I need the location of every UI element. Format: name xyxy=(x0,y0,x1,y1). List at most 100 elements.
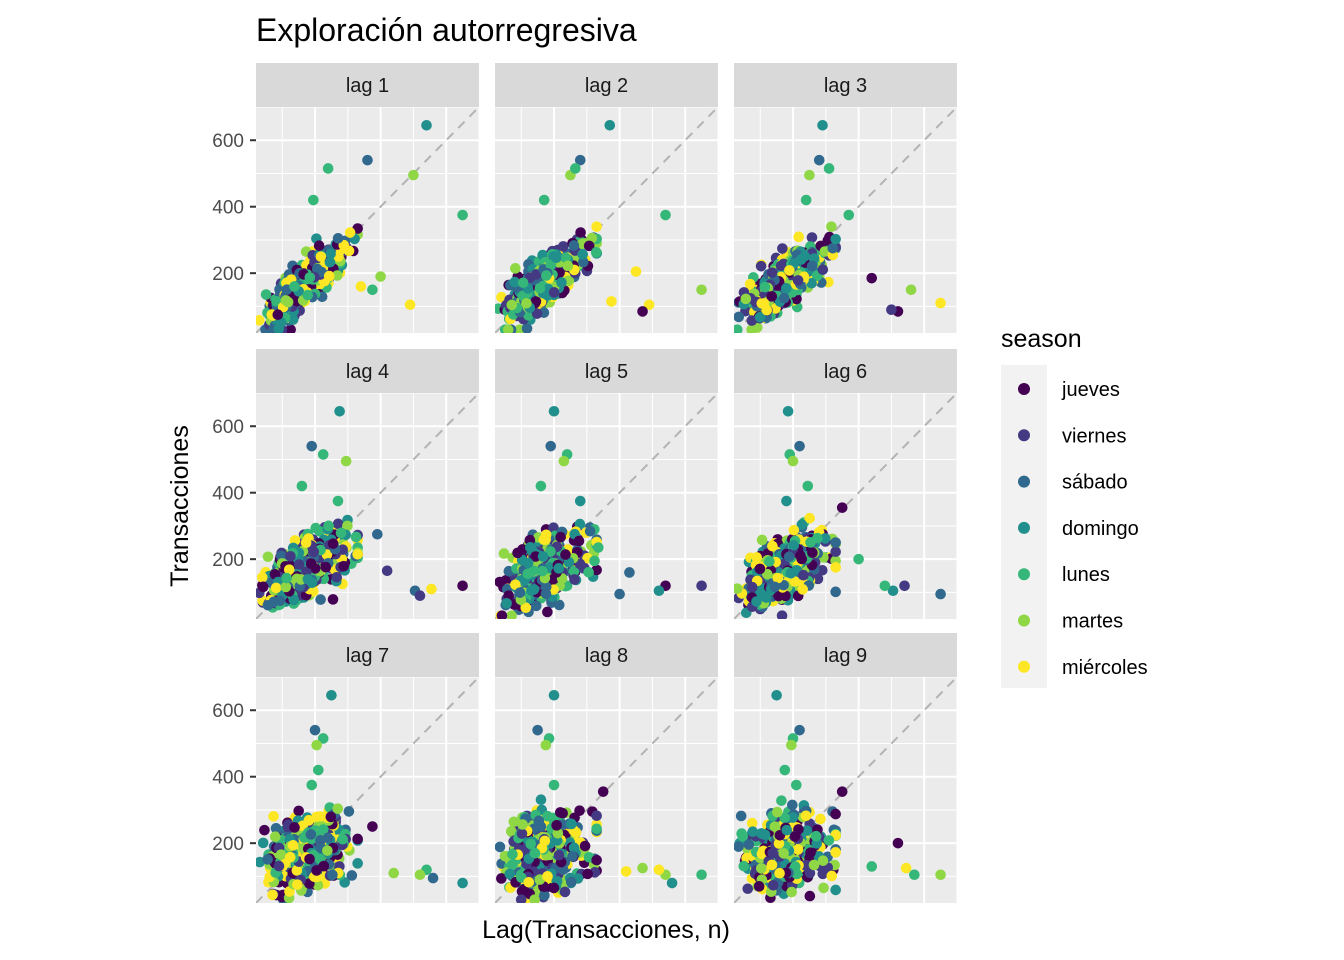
data-point xyxy=(568,240,580,251)
data-point xyxy=(789,831,801,842)
data-point xyxy=(801,825,813,836)
data-point xyxy=(743,839,755,850)
legend: season jueves viernes sábado domingo lunes ma… xyxy=(1001,325,1148,688)
legend-label: jueves xyxy=(1061,379,1120,401)
data-point xyxy=(529,894,540,903)
legend-label: miércoles xyxy=(1062,657,1148,679)
data-point xyxy=(593,542,604,553)
y-tick-label: 200 xyxy=(212,834,244,855)
data-point xyxy=(302,289,314,301)
data-point xyxy=(826,870,838,882)
data-point xyxy=(800,194,812,206)
data-point xyxy=(696,580,707,592)
data-point xyxy=(767,540,778,552)
data-point xyxy=(522,568,534,580)
facet-label: lag 3 xyxy=(824,75,867,97)
data-point xyxy=(817,264,829,275)
data-point xyxy=(315,594,326,605)
data-point xyxy=(570,827,582,838)
data-point xyxy=(284,851,296,863)
data-point xyxy=(734,324,743,333)
legend-label: viernes xyxy=(1062,425,1126,447)
data-point xyxy=(268,596,280,608)
data-point xyxy=(786,739,797,751)
data-point xyxy=(620,866,632,877)
data-point xyxy=(853,553,864,565)
data-point xyxy=(292,879,303,890)
data-point xyxy=(262,854,273,865)
data-point xyxy=(788,540,800,551)
data-point xyxy=(548,522,559,534)
facet-strip xyxy=(256,349,479,393)
data-point xyxy=(744,278,756,290)
data-point xyxy=(798,569,809,581)
data-point xyxy=(542,606,553,618)
data-point xyxy=(325,248,336,260)
data-point xyxy=(289,822,300,833)
data-point xyxy=(388,867,400,879)
data-point xyxy=(553,849,565,861)
data-point xyxy=(285,324,296,333)
facet-panel: lag 2 xyxy=(495,63,718,333)
data-point xyxy=(309,724,321,736)
data-point xyxy=(780,590,791,602)
data-point xyxy=(285,550,296,562)
data-point xyxy=(734,583,743,594)
data-point xyxy=(496,291,507,303)
data-point xyxy=(404,299,416,311)
data-point xyxy=(352,549,363,560)
data-point xyxy=(591,854,602,866)
data-point xyxy=(800,810,812,822)
data-point xyxy=(740,293,752,305)
data-point xyxy=(268,811,279,822)
data-point xyxy=(653,864,665,876)
data-point xyxy=(804,169,815,181)
data-point xyxy=(275,849,287,860)
data-point xyxy=(302,573,314,585)
data-point xyxy=(779,764,791,776)
data-point xyxy=(522,557,534,569)
data-point xyxy=(660,209,671,221)
data-point xyxy=(529,847,541,859)
data-point xyxy=(805,847,816,858)
data-point xyxy=(532,724,543,736)
data-point xyxy=(367,284,378,296)
data-point xyxy=(304,272,316,283)
data-point xyxy=(804,890,816,902)
data-point xyxy=(305,558,317,570)
data-point xyxy=(557,807,568,819)
data-point xyxy=(810,830,822,842)
data-point xyxy=(334,405,345,417)
data-point xyxy=(300,537,312,549)
facet-panel: lag 9 xyxy=(734,633,957,903)
data-point xyxy=(830,884,841,896)
data-point xyxy=(827,242,839,254)
facet-strip xyxy=(734,349,957,393)
data-point xyxy=(624,567,635,578)
data-point xyxy=(734,841,744,852)
data-point xyxy=(287,314,299,325)
data-point xyxy=(899,580,910,592)
data-point xyxy=(281,572,292,584)
data-point xyxy=(283,564,295,575)
data-point xyxy=(756,863,767,874)
data-point xyxy=(548,287,560,298)
data-point xyxy=(289,281,300,292)
data-point xyxy=(311,811,322,823)
data-point xyxy=(574,154,586,166)
data-point xyxy=(909,869,920,881)
data-point xyxy=(666,877,678,889)
data-point xyxy=(755,260,767,272)
data-point xyxy=(935,588,946,600)
data-point xyxy=(761,568,773,580)
data-point xyxy=(293,559,305,570)
data-point xyxy=(799,250,811,262)
data-point xyxy=(754,563,766,575)
data-point xyxy=(756,534,768,546)
data-point xyxy=(323,520,334,532)
data-point xyxy=(772,572,784,584)
y-axes: 200 400 600 200 400 600 200 400 600 xyxy=(212,131,256,855)
facet-strip xyxy=(734,63,957,107)
legend-label: lunes xyxy=(1062,564,1110,586)
data-point xyxy=(537,565,548,577)
